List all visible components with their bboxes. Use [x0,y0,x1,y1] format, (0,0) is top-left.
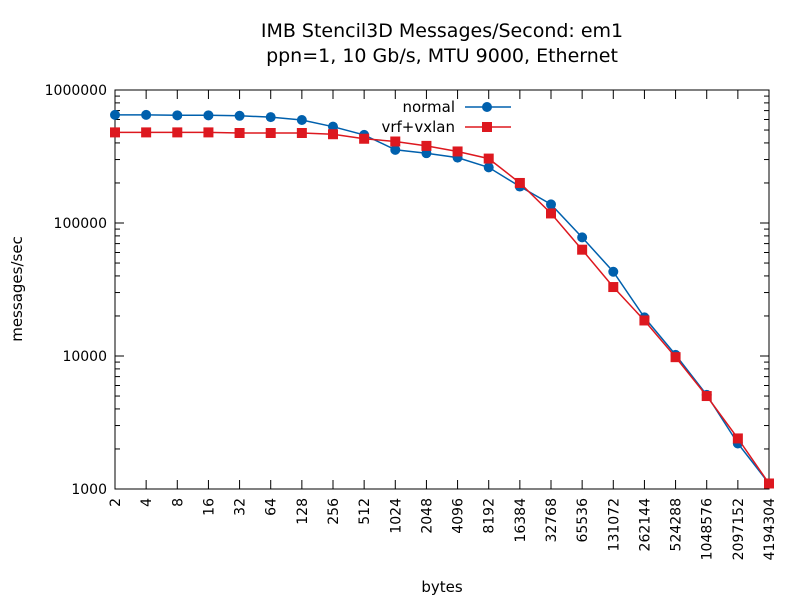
series-line [115,131,770,484]
x-axis-label: bytes [421,578,463,596]
y-tick-label: 100000 [54,216,107,232]
x-tick-label: 32768 [544,498,560,543]
data-point [483,153,494,164]
y-tick-label: 1000 [71,482,107,498]
x-tick-label: 512 [357,498,373,525]
y-tick-label: 1000000 [45,83,107,99]
legend-label: normal [402,98,455,116]
data-point [670,352,681,363]
x-tick-label: 16 [201,498,217,516]
x-tick-label: 64 [264,498,280,516]
series-1 [110,127,774,489]
data-point [296,114,307,125]
legend: normal vrf+vxlan [381,98,511,136]
x-tick-label: 8192 [482,498,498,534]
series-line [115,114,770,484]
legend-marker [482,122,492,132]
data-point [546,199,556,210]
data-point [452,146,463,157]
data-point [514,177,525,188]
x-tick-label: 16384 [513,498,529,543]
data-point [390,144,401,155]
data-point [110,109,120,120]
data-point [203,127,214,138]
data-point [359,133,370,144]
legend-label: vrf+vxlan [381,118,455,136]
data-point [172,127,183,138]
x-tick-label: 4096 [451,498,467,534]
x-tick-label: 32 [233,498,249,516]
x-tick-label: 128 [295,498,311,525]
chart-title: IMB Stencil3D Messages/Second: em1 [261,20,623,42]
data-point [203,110,214,121]
data-point [483,162,494,173]
tick-layer: 1000 10000 100000 1000000 2 4 8 16 32 64 128 256 512… [45,83,778,560]
x-tick-label: 1024 [388,498,404,534]
data-point [577,244,588,255]
x-tick-label: 131072 [606,498,622,551]
series-0 [110,109,774,489]
data-point [764,478,774,489]
chart-subtitle: ppn=1, 10 Gb/s, MTU 9000, Ethernet [266,45,618,67]
data-point [608,282,619,293]
data-point [234,110,245,121]
data-point [265,127,276,138]
data-point [701,391,712,402]
data-point [234,127,245,138]
data-point [328,121,338,132]
x-tick-label: 65536 [575,498,591,543]
data-point [546,208,556,219]
data-point [639,315,650,326]
data-point [110,127,120,138]
data-point [421,140,432,151]
legend-marker [482,102,492,112]
data-point [141,127,152,138]
x-tick-label: 2048 [419,498,435,534]
series-layer [110,109,774,489]
x-tick-label: 1048576 [700,498,716,560]
data-point [265,112,276,123]
data-point [577,232,588,243]
y-tick-label: 10000 [62,349,107,365]
x-tick-label: 2 [108,498,124,507]
data-point [732,433,743,444]
x-tick-label: 4 [139,498,155,507]
data-point [172,110,183,121]
x-tick-label: 4194304 [762,498,778,560]
data-point [296,127,307,138]
data-point [608,266,619,277]
x-tick-label: 2097152 [731,498,747,560]
plot-frame [114,89,770,490]
data-point [328,129,338,140]
data-point [390,136,401,147]
y-axis-label: messages/sec [8,236,26,342]
x-tick-label: 8 [170,498,186,507]
x-tick-label: 262144 [637,498,653,552]
data-point [141,109,152,120]
x-tick-label: 524288 [669,498,685,551]
x-tick-label: 256 [326,498,342,525]
